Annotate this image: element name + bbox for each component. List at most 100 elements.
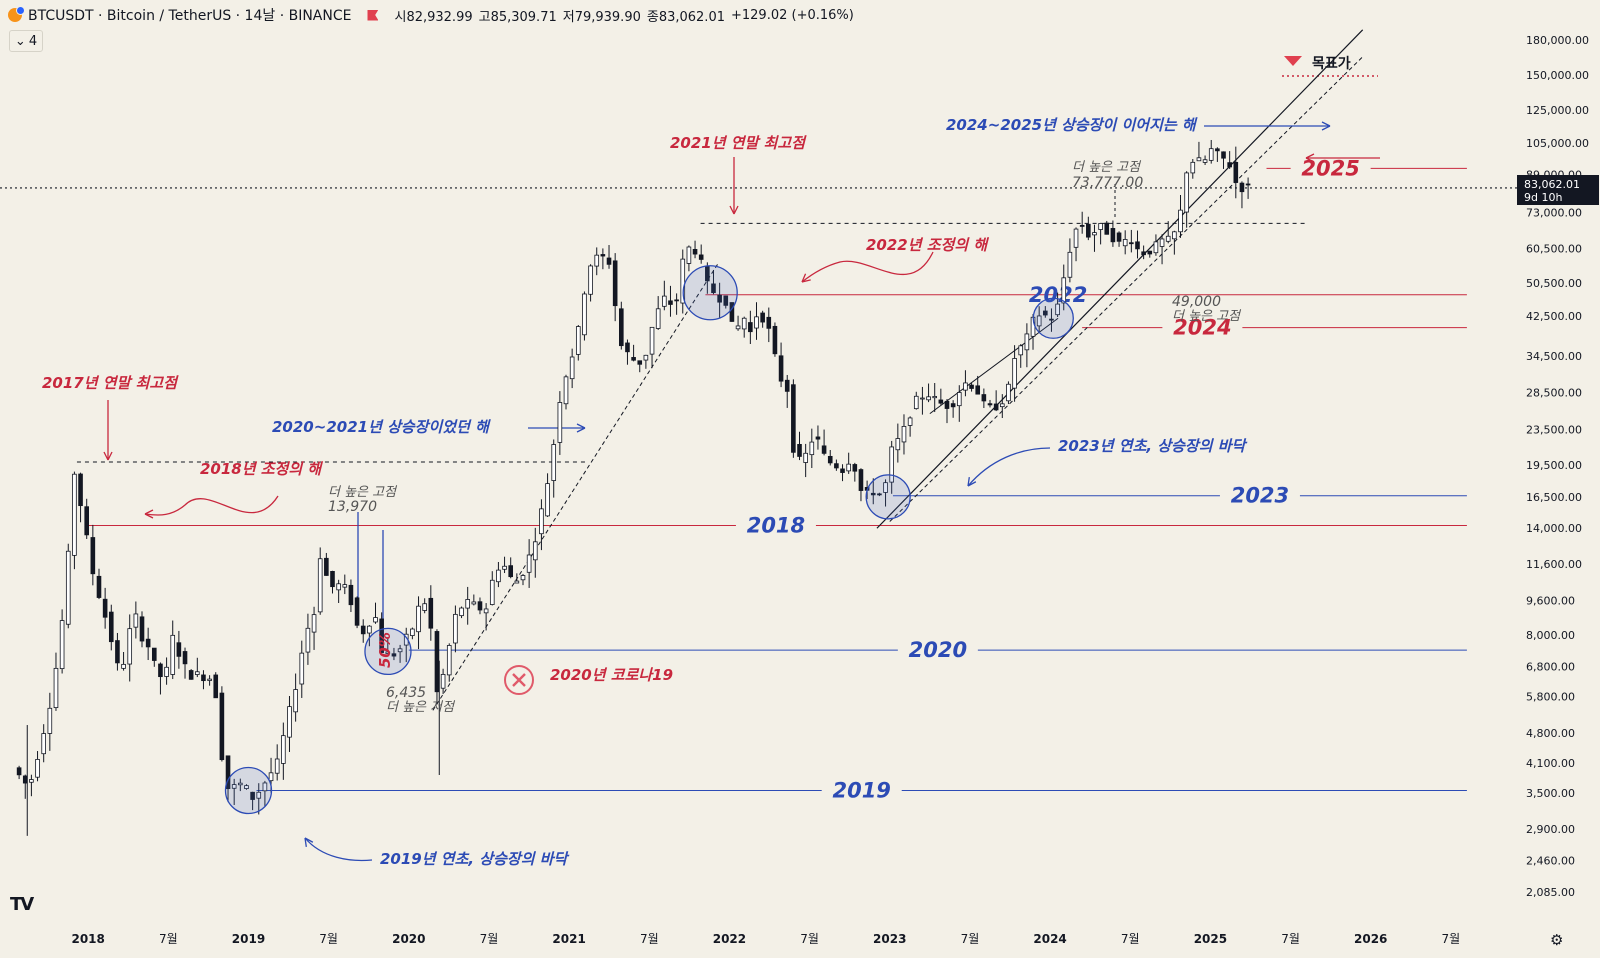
candle-body: [920, 397, 925, 400]
candle-body: [606, 257, 612, 265]
candle-body: [508, 565, 514, 578]
candle-body: [29, 779, 34, 783]
candle-body: [1196, 157, 1202, 162]
candle-body: [1098, 223, 1103, 230]
x-tick-label: 2018: [71, 932, 104, 946]
close-circle-icon: [512, 673, 526, 687]
candle-body: [1073, 228, 1079, 248]
candle-body: [293, 689, 298, 713]
candle-body: [680, 258, 686, 304]
candle-body: [674, 299, 679, 302]
candle-body: [932, 396, 938, 399]
candle-body: [975, 385, 981, 395]
candle-body: [1018, 345, 1024, 356]
tradingview-logo[interactable]: TV: [10, 894, 34, 915]
candle-body: [1024, 333, 1030, 351]
candle-body: [520, 575, 526, 581]
candle-body: [717, 294, 722, 303]
x-tick-label: 7월: [961, 932, 980, 946]
trend-line: [432, 263, 719, 711]
annotation-higher-high-3-title: 더 높은 고점: [1172, 309, 1242, 324]
candle-body: [1245, 183, 1251, 186]
y-tick-label: 19,500.00: [1526, 459, 1582, 472]
candle-body: [741, 317, 747, 330]
candle-body: [1129, 242, 1134, 245]
x-tick-label: 7월: [1442, 932, 1461, 946]
symbol-title[interactable]: BTCUSDT · Bitcoin / TetherUS · 14날 · BIN…: [28, 8, 352, 24]
candle-body: [539, 508, 544, 535]
candle-body: [772, 325, 778, 355]
candle-body: [250, 791, 255, 800]
candle-body: [514, 580, 520, 584]
ohlc-close: 종83,062.01: [646, 9, 725, 25]
y-tick-label: 34,500.00: [1526, 350, 1582, 363]
y-tick-label: 2,460.00: [1526, 855, 1575, 868]
candle-body: [311, 614, 317, 633]
candle-body: [127, 628, 133, 665]
y-tick-label: 50,500.00: [1526, 277, 1582, 290]
candle-body: [754, 316, 759, 329]
ohlc-open: 시82,932.99: [394, 9, 473, 25]
level-label: 2019: [832, 778, 890, 802]
candle-body: [133, 613, 139, 628]
candle-body: [711, 283, 716, 294]
highlight-circles: [224, 265, 1074, 815]
candle-body: [231, 784, 237, 789]
arrowhead-icon: [801, 273, 811, 283]
ohlc-high: 고85,309.71: [478, 9, 557, 25]
flag-icon[interactable]: [367, 9, 379, 21]
y-tick-label: 2,900.00: [1526, 823, 1575, 836]
arrowhead-icon: [1321, 121, 1331, 131]
x-tick-label: 2026: [1354, 932, 1387, 946]
gear-icon[interactable]: ⚙: [1550, 931, 1564, 949]
candle-body: [1006, 383, 1011, 402]
candle-body: [600, 254, 606, 257]
arrowhead-icon: [304, 837, 314, 847]
candle-body: [883, 482, 888, 493]
highlight-circle: [865, 474, 911, 520]
candle-body: [686, 246, 692, 264]
candle-body: [840, 468, 845, 473]
candle-body: [827, 455, 833, 464]
indicator-toggle-button[interactable]: ⌄ 4: [9, 30, 43, 52]
candle-body: [1190, 161, 1196, 174]
candle-body: [219, 692, 225, 761]
candle-body: [354, 597, 360, 626]
level-label: 2018: [747, 514, 805, 538]
x-tick-label: 2025: [1194, 932, 1227, 946]
price-axis[interactable]: 180,000.00 150,000.00 125,000.00 105,000.00…: [1526, 34, 1589, 899]
candle-body: [96, 575, 102, 598]
candle-body: [158, 663, 163, 678]
annotation-bull-2024-2025: 2024~2025년 상승장이 이어지는 해: [946, 116, 1198, 134]
candle-body: [778, 355, 784, 382]
candle-body: [1012, 358, 1017, 389]
candle-body: [575, 326, 581, 355]
candle-body: [330, 570, 335, 588]
candle-body: [176, 642, 182, 657]
candle-body: [1147, 250, 1153, 255]
x-tick-label: 7월: [1121, 932, 1140, 946]
candle-body: [373, 617, 378, 623]
candle-body: [791, 384, 796, 453]
candle-body: [465, 599, 470, 609]
annotation-peak-2021: 2021년 연말 최고점: [670, 134, 807, 152]
candle-body: [1165, 235, 1171, 242]
candle-body: [502, 565, 507, 570]
x-tick-label: 7월: [319, 932, 338, 946]
trend-lines: [0, 29, 1517, 862]
candle-body: [1208, 148, 1214, 161]
candle-body: [1141, 251, 1146, 256]
annotation-higher-high-1-value: 13,970: [328, 499, 377, 515]
arrowhead-icon: [1305, 153, 1315, 163]
candle-body: [858, 469, 864, 491]
candle-body: [582, 293, 587, 336]
candle-body: [108, 611, 114, 643]
y-tick-label: 42,500.00: [1526, 310, 1582, 323]
candle-body: [47, 707, 53, 734]
candle-body: [207, 678, 212, 681]
x-tick-label: 2024: [1033, 932, 1066, 946]
time-axis[interactable]: 2018 7월 2019 7월 2020 7월 2021 7월 2022 7월 2023 7월 2024…: [71, 932, 1460, 946]
candle-body: [981, 394, 987, 402]
